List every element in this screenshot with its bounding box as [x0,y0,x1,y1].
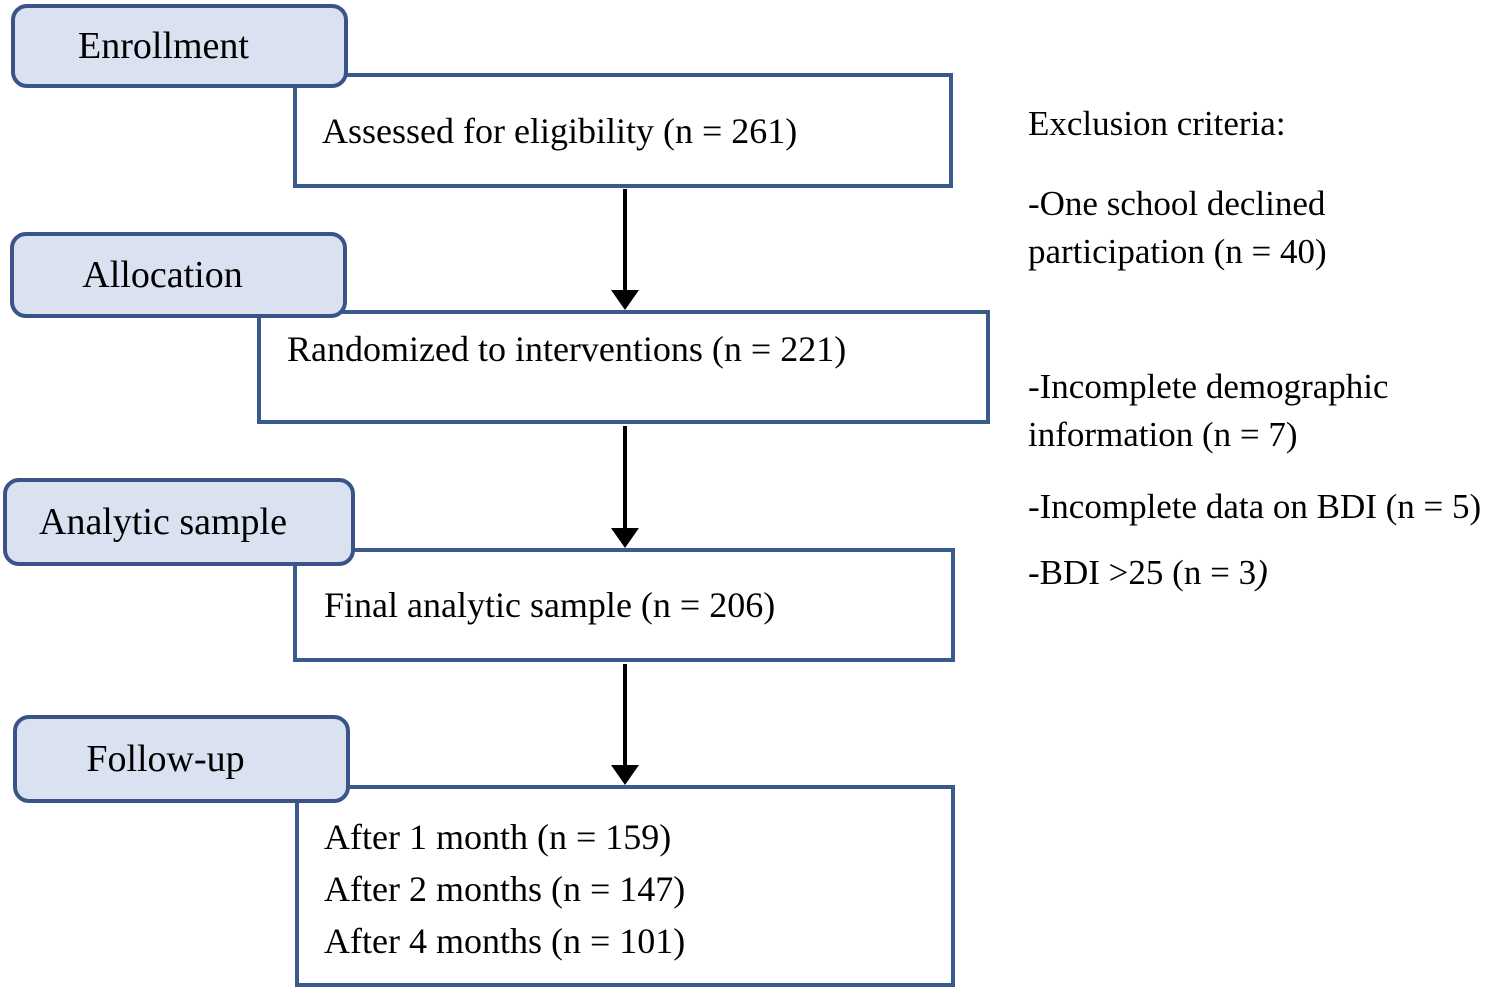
final-sample-text: Final analytic sample (n = 206) [324,585,776,625]
followup-line-1: After 1 month (n = 159) [324,817,672,857]
followup-label: Follow-up [86,738,245,780]
assessed-text: Assessed for eligibility (n = 261) [322,110,798,151]
exclusion-item-school-declined: -One school declined participation (n = … [1028,180,1327,276]
followup-line-3: After 4 months (n = 101) [324,921,686,961]
stage-label-enrollment: Enrollment [11,4,348,88]
exclusion-item-2-line-2: information (n = 7) [1028,415,1298,454]
followup-lines: After 1 month (n = 159) After 2 months (… [324,811,685,967]
exclusion-item-4-line-1: -BDI >25 (n = 3) [1028,549,1268,597]
exclusion-item-3-text: -Incomplete data on BDI (n = 5) [1028,487,1482,526]
enrollment-label: Enrollment [78,25,249,67]
stage-label-followup: Follow-up [13,715,350,803]
flow-box-followup: After 1 month (n = 159) After 2 months (… [295,785,955,987]
followup-line-2: After 2 months (n = 147) [324,869,686,909]
arrow-assessed-to-randomized [623,189,627,290]
flow-box-randomized: Randomized to interventions (n = 221) [257,310,990,424]
allocation-label: Allocation [82,254,243,296]
randomized-text: Randomized to interventions (n = 221) [287,329,847,369]
exclusion-item-2-line-1: -Incomplete demographic [1028,363,1389,411]
arrow-randomized-to-final [623,426,627,528]
exclusion-item-bdi-over-25: -BDI >25 (n = 3) [1028,549,1268,597]
stage-label-allocation: Allocation [10,232,347,318]
exclusion-item-2-text: -Incomplete demographic [1028,367,1389,406]
exclusion-item-1-line-2: participation (n = 40) [1028,232,1327,271]
exclusion-item-3-line-1: -Incomplete data on BDI (n = 5) [1028,483,1481,531]
analytic-sample-label: Analytic sample [39,501,287,543]
exclusion-item-incomplete-bdi-data: -Incomplete data on BDI (n = 5) [1028,483,1481,531]
exclusion-heading: Exclusion criteria: [1028,100,1286,148]
exclusion-item-4-text: -BDI >25 (n = 3 [1028,553,1257,592]
flow-box-assessed: Assessed for eligibility (n = 261) [293,73,953,188]
flow-box-final-sample: Final analytic sample (n = 206) [293,548,955,662]
exclusion-item-1-text: -One school declined [1028,184,1326,223]
arrow-final-to-followup [623,664,627,765]
exclusion-item-incomplete-demographic: -Incomplete demographic information (n =… [1028,363,1389,459]
exclusion-heading-text: Exclusion criteria: [1028,104,1286,143]
exclusion-item-1-line-1: -One school declined [1028,180,1327,228]
exclusion-item-4-suffix: ) [1256,553,1268,592]
stage-label-analytic-sample: Analytic sample [3,478,355,566]
